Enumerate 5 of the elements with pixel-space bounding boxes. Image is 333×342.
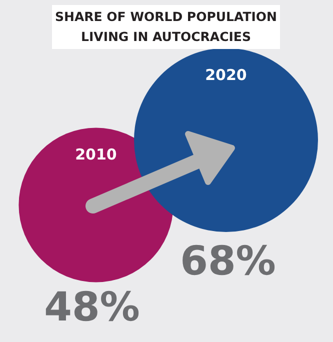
data-label: 48%	[44, 284, 140, 330]
category-label: 2020	[205, 66, 247, 84]
category-label: 2010	[75, 146, 117, 164]
data-label: 68%	[180, 238, 276, 284]
text: SHARE OF WORLD POPULATION LIVING IN AUTOCRACIES	[52, 5, 280, 49]
